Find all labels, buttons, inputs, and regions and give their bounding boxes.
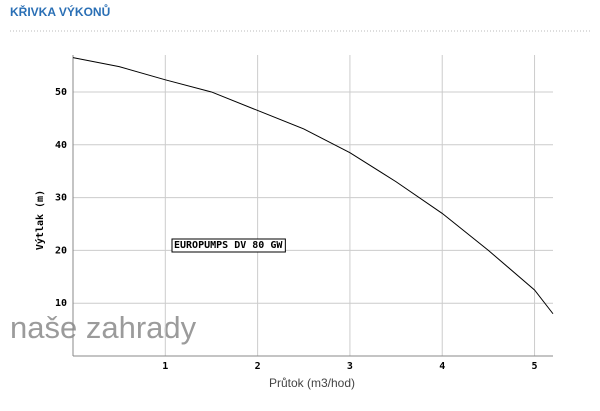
header-title: KŘIVKA VÝKONŮ xyxy=(10,3,110,19)
x-tick-label: 3 xyxy=(347,361,353,372)
y-tick-label: 40 xyxy=(55,140,67,151)
x-tick-label: 1 xyxy=(162,361,168,372)
x-axis-label: Průtok (m3/hod) xyxy=(269,376,355,390)
annotation: EUROPUMPS DV 80 GW xyxy=(174,240,283,251)
x-tick-label: 2 xyxy=(255,361,261,372)
y-tick-label: 20 xyxy=(55,245,67,256)
x-tick-label: 4 xyxy=(439,361,445,372)
watermark: naše zahrady xyxy=(10,310,197,345)
y-tick-label: 50 xyxy=(55,87,67,98)
y-tick-label: 10 xyxy=(55,298,67,309)
annotation-box xyxy=(171,238,286,253)
y-axis-label: Výtlak (m) xyxy=(34,190,46,250)
y-tick-label: 30 xyxy=(55,193,67,204)
x-tick-label: 5 xyxy=(532,361,538,372)
curve xyxy=(72,57,554,315)
